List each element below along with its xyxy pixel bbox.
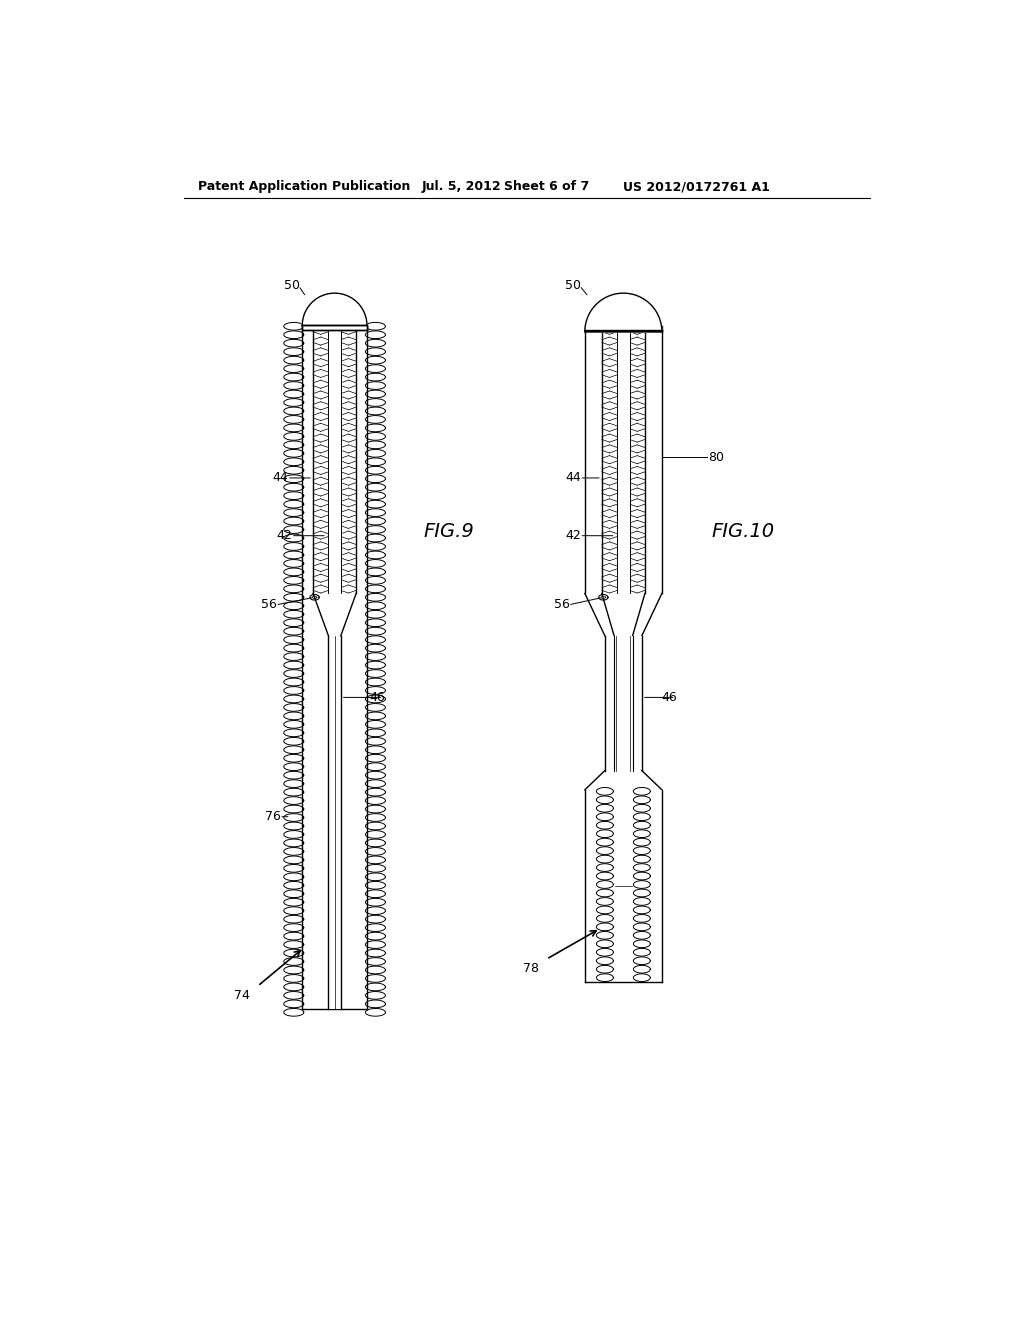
Text: 46: 46 [369,690,385,704]
Text: 44: 44 [565,471,582,484]
Text: Jul. 5, 2012: Jul. 5, 2012 [422,181,501,194]
Text: 56: 56 [261,598,278,611]
Bar [585,789,662,982]
Text: 46: 46 [662,690,678,704]
Text: 80: 80 [708,450,724,463]
Text: US 2012/0172761 A1: US 2012/0172761 A1 [624,181,770,194]
Text: 74: 74 [234,989,250,1002]
Text: 42: 42 [565,529,582,543]
Bar [329,326,341,594]
Bar [329,636,341,1010]
Bar [302,326,367,330]
Bar [617,326,630,594]
Polygon shape [302,293,367,326]
Text: 76: 76 [265,810,281,824]
Polygon shape [585,293,662,331]
Text: 56: 56 [554,598,569,611]
Text: 50: 50 [285,279,300,292]
Bar [313,326,356,594]
Text: 42: 42 [276,529,293,543]
Text: Sheet 6 of 7: Sheet 6 of 7 [504,181,589,194]
Text: FIG.10: FIG.10 [712,523,775,541]
Text: FIG.9: FIG.9 [423,523,474,541]
Text: 44: 44 [272,471,289,484]
Bar [602,326,645,594]
Text: 78: 78 [523,962,539,975]
Text: 50: 50 [565,279,582,292]
Text: Patent Application Publication: Patent Application Publication [199,181,411,194]
Bar [605,636,642,771]
Bar [585,326,662,594]
